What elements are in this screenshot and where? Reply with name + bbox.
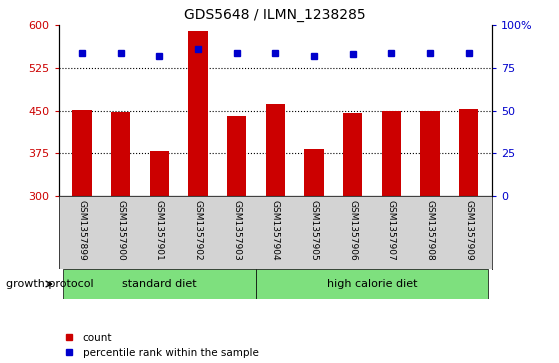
Bar (150, 151, 169, 196)
Bar (266, 104, 285, 196)
Bar (227, 117, 247, 196)
Text: GSM1357905: GSM1357905 (310, 200, 319, 260)
Text: GSM1357901: GSM1357901 (155, 200, 164, 260)
Text: standard diet: standard diet (122, 279, 197, 289)
Bar (420, 111, 440, 196)
Text: growth protocol: growth protocol (6, 279, 93, 289)
Text: GSM1357907: GSM1357907 (387, 200, 396, 260)
Bar (343, 113, 362, 196)
Text: GSM1357908: GSM1357908 (425, 200, 434, 260)
Text: GSM1357902: GSM1357902 (193, 200, 202, 260)
Text: GSM1357900: GSM1357900 (116, 200, 125, 260)
Bar (382, 111, 401, 196)
Bar (304, 150, 324, 196)
Bar (256, 269, 488, 299)
Bar (459, 109, 479, 196)
Bar (188, 31, 207, 196)
Text: GSM1357899: GSM1357899 (77, 200, 87, 260)
Text: GSM1357903: GSM1357903 (232, 200, 241, 260)
Bar (63, 269, 256, 299)
Text: GSM1357904: GSM1357904 (271, 200, 280, 260)
Bar (72, 110, 92, 196)
Text: GSM1357909: GSM1357909 (464, 200, 473, 260)
Legend: count, percentile rank within the sample: count, percentile rank within the sample (64, 333, 258, 358)
Text: GSM1357906: GSM1357906 (348, 200, 357, 260)
Title: GDS5648 / ILMN_1238285: GDS5648 / ILMN_1238285 (184, 8, 366, 22)
Text: high calorie diet: high calorie diet (327, 279, 417, 289)
Bar (111, 112, 130, 196)
